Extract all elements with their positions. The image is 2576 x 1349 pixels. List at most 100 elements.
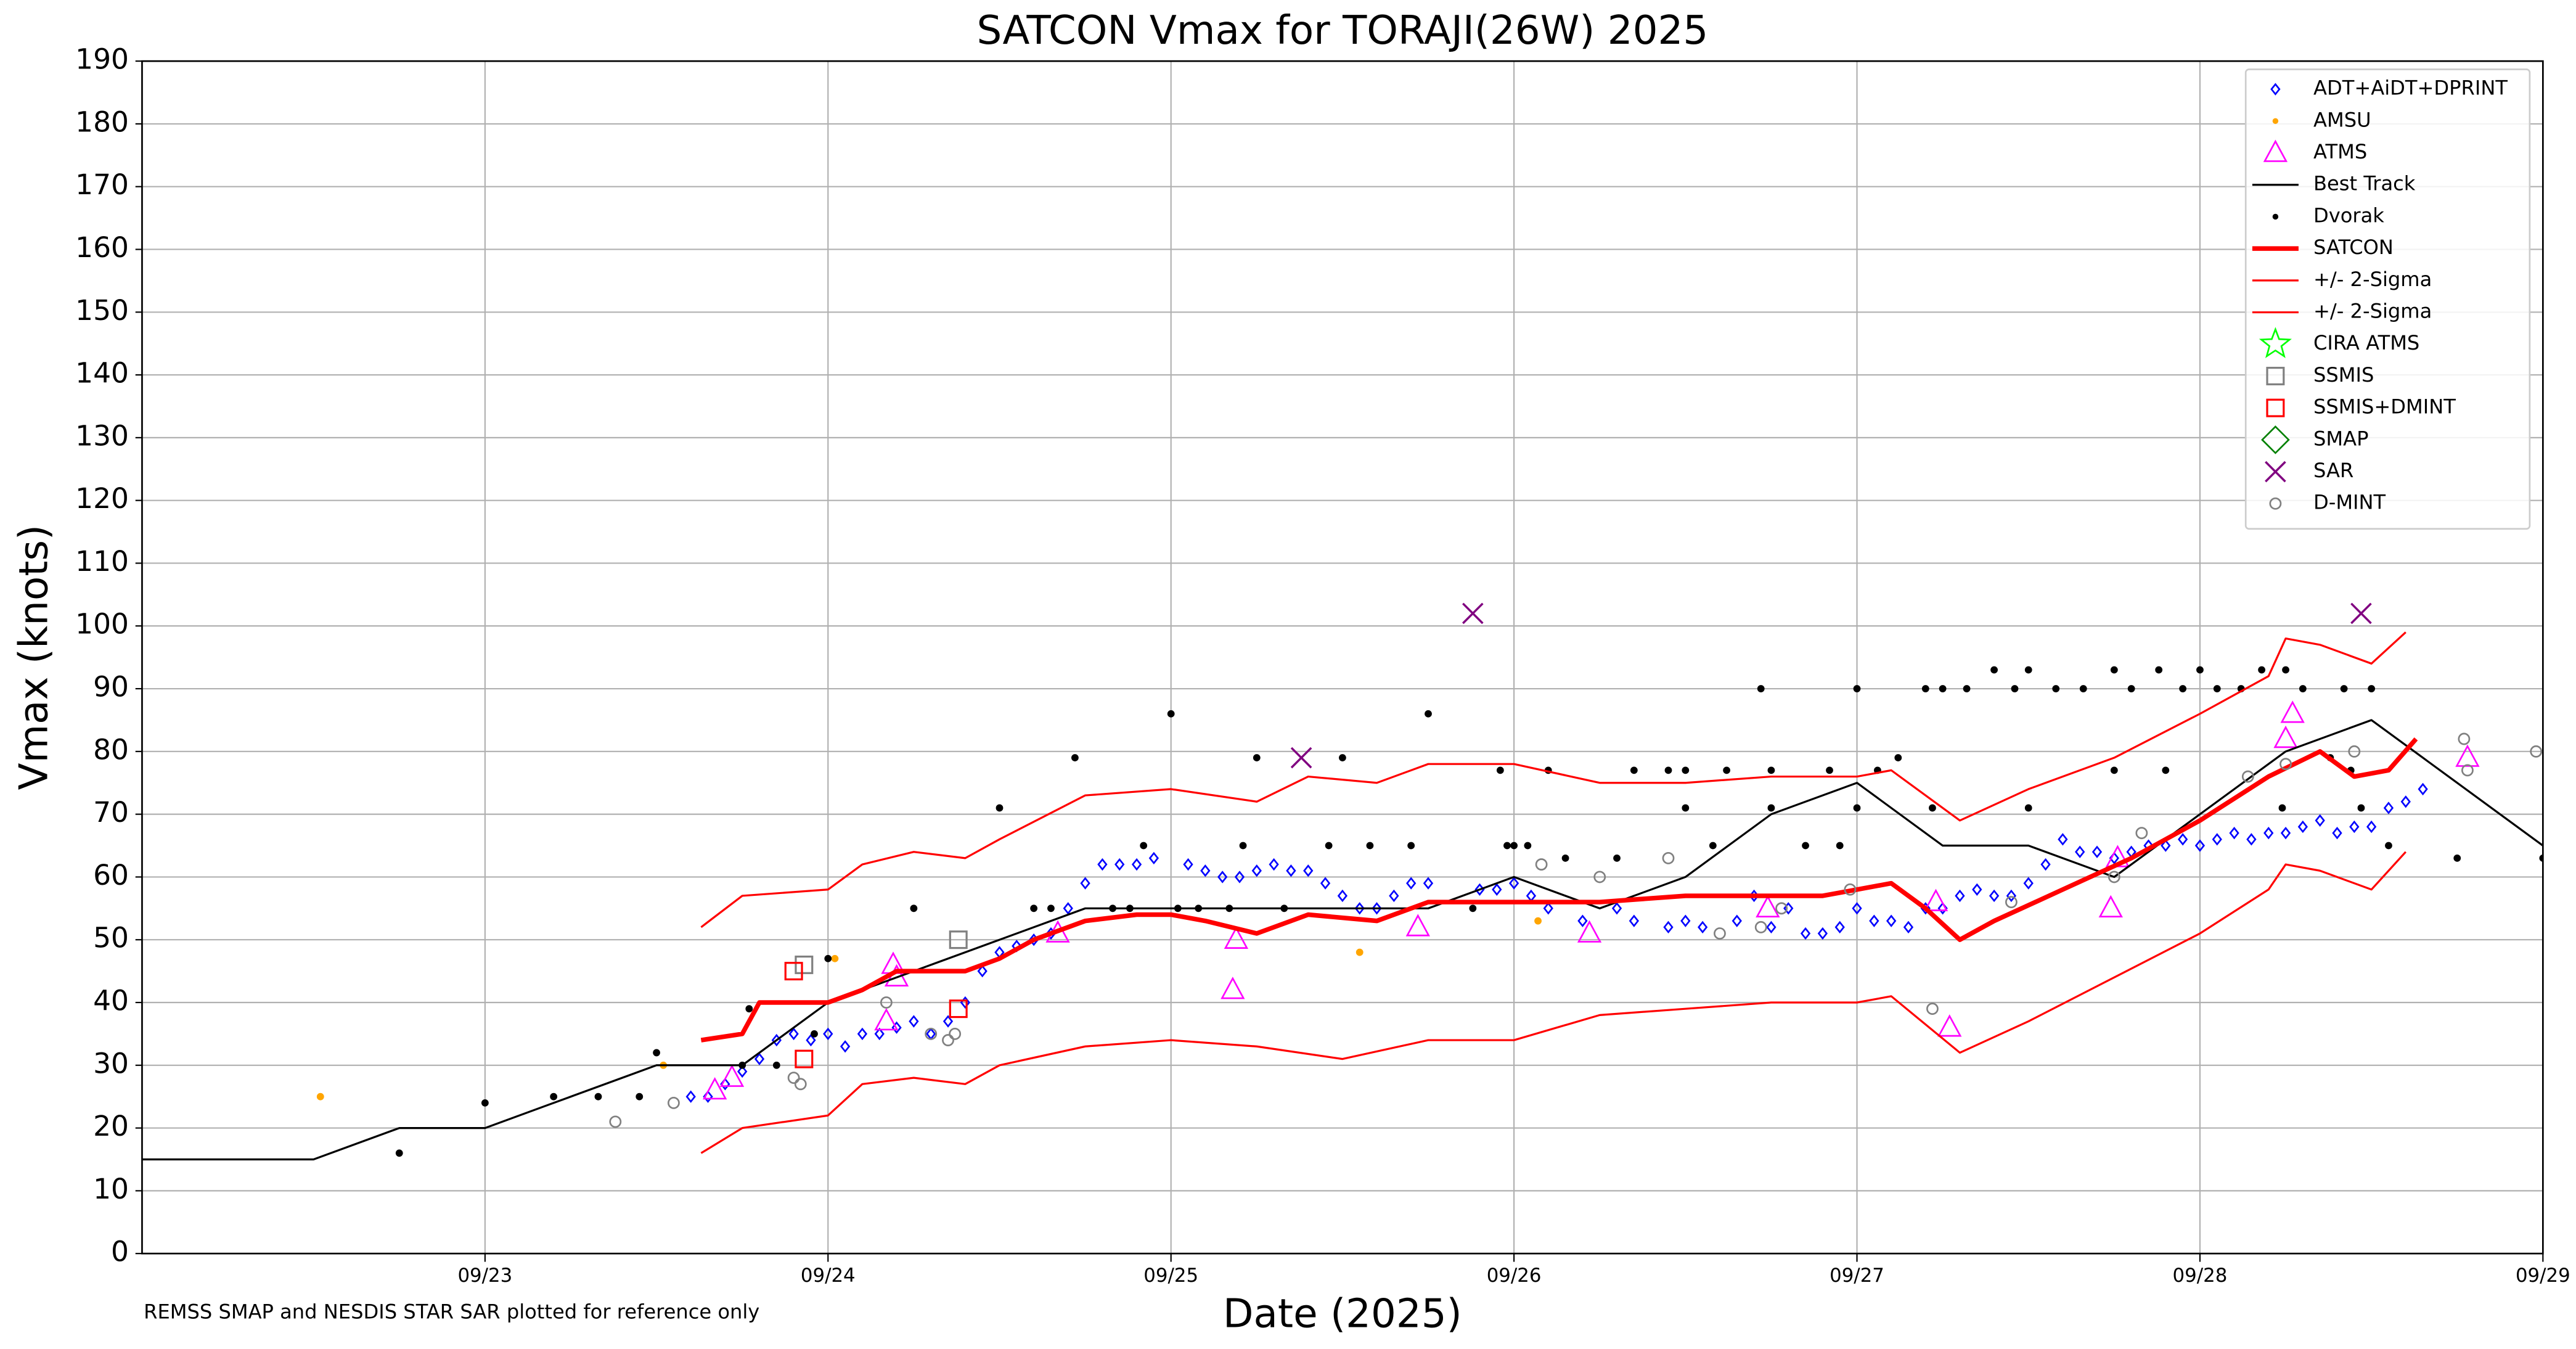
diamond-marker	[1989, 889, 2000, 903]
diamond-marker	[1251, 864, 1262, 877]
triangle-marker	[1221, 977, 1245, 999]
legend-label: SATCON	[2313, 236, 2394, 259]
dot-marker	[1853, 685, 1861, 692]
diamond-marker	[685, 1090, 696, 1103]
series-line	[700, 737, 2418, 1043]
dot-marker	[1836, 842, 1844, 850]
dot-marker	[2272, 118, 2279, 125]
dot-marker	[1534, 917, 1542, 925]
dot-marker	[2155, 666, 2163, 674]
diamond-marker	[2161, 839, 2171, 852]
dot-marker	[2368, 685, 2376, 692]
dot-marker	[1174, 904, 1182, 912]
diamond-marker	[840, 1040, 851, 1053]
square-marker	[949, 999, 968, 1019]
triangle-marker	[1405, 914, 1430, 937]
diamond-marker	[2058, 833, 2068, 846]
diamond-marker	[1269, 858, 1279, 871]
triangle-marker	[1937, 1014, 1962, 1037]
star-marker	[2259, 327, 2292, 358]
y-tick-label: 170	[75, 168, 129, 201]
dot-marker	[2110, 666, 2118, 674]
diamond-marker	[1508, 877, 1519, 890]
series-line	[700, 631, 2406, 929]
diamond-marker	[1406, 877, 1417, 890]
diamond-marker	[2023, 877, 2034, 890]
diamond-marker	[1903, 921, 1914, 934]
dot-marker	[2272, 213, 2279, 220]
dot-marker	[1325, 842, 1333, 850]
diamond-marker	[2177, 833, 2188, 846]
x-tick-label: 09/29	[2516, 1265, 2570, 1287]
legend-label: SSMIS	[2313, 363, 2374, 387]
diamond-marker	[1766, 921, 1777, 934]
circle-marker	[1844, 883, 1857, 896]
circle-marker	[2005, 896, 2018, 909]
diamond-marker	[2212, 833, 2222, 846]
dot-marker	[594, 1093, 602, 1101]
square-marker	[795, 1049, 814, 1068]
circle-marker	[609, 1115, 622, 1128]
y-tick-label: 70	[93, 796, 129, 829]
series-line	[142, 719, 2543, 1161]
dot-marker	[1802, 842, 1809, 850]
diamond-marker	[2400, 795, 2411, 808]
dot-marker	[772, 1061, 780, 1069]
dot-marker	[2011, 685, 2019, 692]
dot-marker	[481, 1099, 489, 1107]
dot-marker	[1682, 804, 1690, 812]
diamond-marker	[1097, 858, 1108, 871]
legend-label: SSMIS+DMINT	[2313, 395, 2456, 419]
circle-marker	[880, 996, 893, 1009]
dot-marker	[1767, 766, 1775, 774]
legend-label: SAR	[2313, 459, 2353, 482]
diamond-marker	[1800, 927, 1811, 940]
diamond-marker	[942, 1015, 954, 1028]
dot-marker	[1939, 685, 1947, 692]
diamond-marker	[1852, 902, 1862, 915]
dot-marker	[2357, 804, 2365, 812]
dot-marker	[1355, 948, 1364, 956]
legend-label: D-MINT	[2313, 491, 2386, 514]
x-tick-label: 09/25	[1143, 1265, 1198, 1287]
diamond-marker	[1817, 927, 1828, 940]
dot-marker	[1425, 710, 1432, 718]
dot-marker	[1757, 685, 1765, 692]
diamond-marker	[737, 1065, 748, 1078]
dot-marker	[1630, 766, 1638, 774]
diamond-marker	[1286, 864, 1296, 877]
circle-marker	[2108, 871, 2120, 884]
dot-marker	[1921, 685, 1929, 692]
square-marker	[2266, 398, 2285, 417]
legend-label: CIRA ATMS	[2313, 331, 2419, 355]
diamond-marker	[891, 1021, 902, 1034]
chart-title: SATCON Vmax for TORAJI(26W) 2025	[976, 7, 1708, 54]
legend-label: SMAP	[2313, 427, 2368, 450]
x-marker	[2350, 602, 2372, 625]
diamond-marker	[2297, 820, 2308, 834]
circle-marker	[794, 1078, 807, 1091]
dot-marker	[2299, 685, 2307, 692]
circle-marker	[942, 1034, 954, 1046]
dot-marker	[1167, 710, 1175, 718]
dot-marker	[1723, 766, 1730, 774]
diamond-marker	[2075, 845, 2085, 858]
diamond-marker	[1423, 877, 1434, 890]
dot-marker	[2079, 685, 2087, 692]
circle-marker	[1593, 871, 1606, 884]
diamond-marker	[857, 1027, 868, 1041]
triangle-marker	[1224, 926, 1249, 949]
square-marker	[949, 930, 968, 949]
diamond-marker	[1955, 889, 1965, 903]
circle-marker	[2280, 758, 2292, 771]
y-tick-label: 50	[93, 922, 129, 954]
legend-label: Best Track	[2313, 172, 2416, 195]
triangle-marker	[1923, 888, 1948, 911]
dot-marker	[2282, 666, 2289, 674]
dot-marker	[811, 1030, 818, 1038]
dot-marker	[1109, 904, 1116, 912]
dot-marker	[1503, 842, 1511, 850]
diamond-marker	[1131, 858, 1142, 871]
diamond-marker	[1354, 902, 1365, 915]
